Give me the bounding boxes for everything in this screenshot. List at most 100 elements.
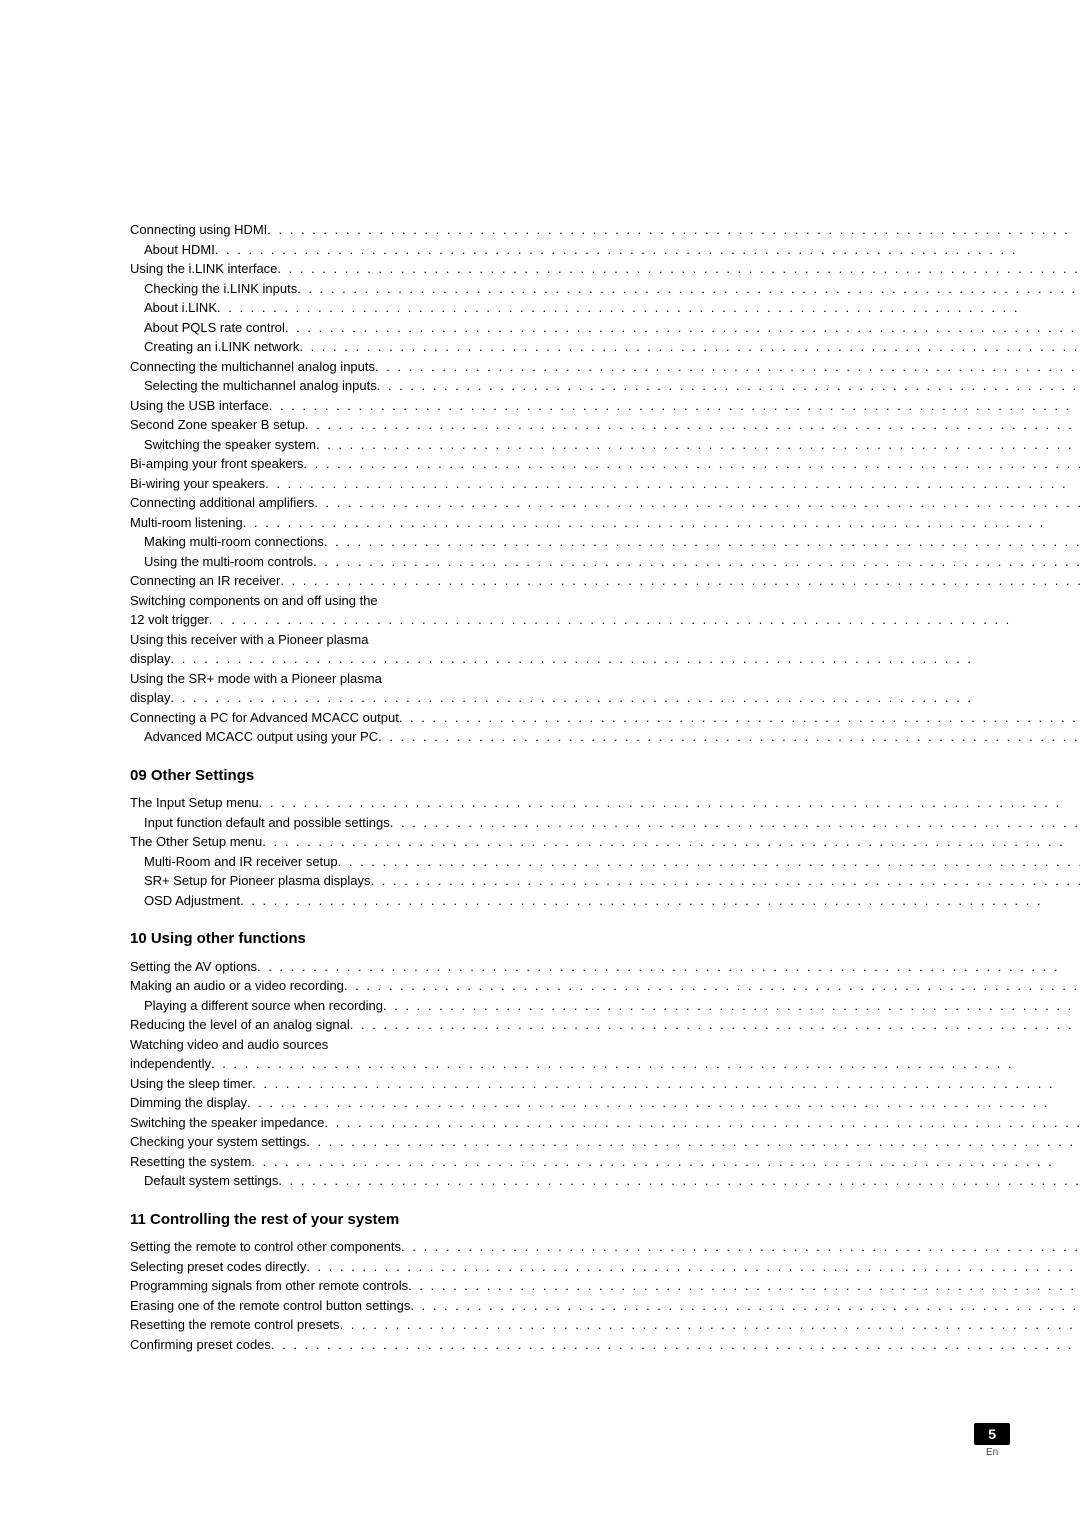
toc-dots: [262, 832, 1080, 852]
toc-dots: [378, 727, 1080, 747]
toc-label: Making multi-room connections: [144, 532, 324, 552]
toc-label: Setting the remote to control other comp…: [130, 1237, 401, 1257]
section-heading: 11 Controlling the rest of your system: [130, 1209, 1080, 1232]
toc-label: Second Zone speaker B setup: [130, 415, 305, 435]
toc-label: About PQLS rate control: [144, 318, 285, 338]
toc-label: Switching the speaker system: [144, 435, 316, 455]
toc-dots: [375, 357, 1080, 377]
toc-label: Creating an i.LINK network: [144, 337, 299, 357]
toc-line: Checking your system settings 66: [130, 1132, 1080, 1152]
toc-dots: [350, 1015, 1080, 1035]
toc-dots: [390, 813, 1080, 833]
toc-label: Bi-amping your front speakers: [130, 454, 303, 474]
toc-line: The Other Setup menu 62: [130, 832, 1080, 852]
toc-line: Reducing the level of an analog signal 6…: [130, 1015, 1080, 1035]
toc-dots: [314, 493, 1080, 513]
toc-label: About HDMI: [144, 240, 215, 260]
toc-line: Checking the i.LINK inputs 50: [130, 279, 1080, 299]
toc-dots: [297, 279, 1080, 299]
toc-line: independently 66: [130, 1054, 1080, 1074]
toc-line: Bi-amping your front speakers 53: [130, 454, 1080, 474]
page-content: Connecting using HDMI 48About HDMI 48Usi…: [0, 0, 1080, 1414]
toc-label: display: [130, 688, 170, 708]
toc-label: Connecting using HDMI: [130, 220, 267, 240]
toc-dots: [324, 532, 1080, 552]
toc-line: Bi-wiring your speakers 54: [130, 474, 1080, 494]
toc-line: Switching the speaker impedance 66: [130, 1113, 1080, 1133]
toc-label: The Other Setup menu: [130, 832, 262, 852]
toc-label: Default system settings: [144, 1171, 278, 1191]
toc-dots: [344, 976, 1080, 996]
toc-dots: [399, 708, 1080, 728]
toc-line: Dimming the display 66: [130, 1093, 1080, 1113]
toc-label: independently: [130, 1054, 211, 1074]
toc-label: display: [130, 649, 170, 669]
toc-dots: [303, 454, 1080, 474]
toc-label: Selecting preset codes directly: [130, 1257, 306, 1277]
section-heading: 10 Using other functions: [130, 928, 1080, 951]
toc-line: Playing a different source when recordin…: [130, 996, 1080, 1016]
toc-line: Using the sleep timer 66: [130, 1074, 1080, 1094]
toc-label: Setting the AV options: [130, 957, 257, 977]
toc-line: Using this receiver with a Pioneer plasm…: [130, 630, 1080, 650]
toc-line: Connecting additional amplifiers 54: [130, 493, 1080, 513]
toc-line: Making multi-room connections 55: [130, 532, 1080, 552]
toc-dots: [338, 852, 1080, 872]
toc-dots: [215, 240, 1080, 260]
toc-label: Dimming the display: [130, 1093, 247, 1113]
toc-line: OSD Adjustment 63: [130, 891, 1080, 911]
toc-dots: [252, 1074, 1080, 1094]
toc-dots: [267, 220, 1080, 240]
toc-line: Resetting the remote control presets 69: [130, 1315, 1080, 1335]
toc-dots: [209, 610, 1080, 630]
toc-line: Programming signals from other remote co…: [130, 1276, 1080, 1296]
toc-label: Switching the speaker impedance: [130, 1113, 324, 1133]
toc-dots: [243, 513, 1080, 533]
toc-label: Multi-room listening: [130, 513, 243, 533]
toc-label: SR+ Setup for Pioneer plasma displays: [144, 871, 371, 891]
toc-dots: [240, 891, 1080, 911]
toc-line: Selecting the multichannel analog inputs…: [130, 376, 1080, 396]
section-heading: 09 Other Settings: [130, 765, 1080, 788]
toc-label: 12 volt trigger: [130, 610, 209, 630]
toc-label: Multi-Room and IR receiver setup: [144, 852, 338, 872]
toc-line: Multi-room listening 55: [130, 513, 1080, 533]
toc-dots: [170, 649, 1080, 669]
toc-line: Setting the remote to control other comp…: [130, 1237, 1080, 1257]
toc-dots: [324, 1113, 1080, 1133]
toc-dots: [278, 1171, 1080, 1191]
toc-line: Erasing one of the remote control button…: [130, 1296, 1080, 1316]
toc-label: Using the SR+ mode with a Pioneer plasma: [130, 669, 382, 689]
toc-dots: [377, 376, 1080, 396]
toc-line: Resetting the system 67: [130, 1152, 1080, 1172]
toc-line: About i.LINK 50: [130, 298, 1080, 318]
toc-label: Playing a different source when recordin…: [144, 996, 383, 1016]
toc-label: Switching components on and off using th…: [130, 591, 378, 611]
toc-line: Second Zone speaker B setup 52: [130, 415, 1080, 435]
toc-label: Using this receiver with a Pioneer plasm…: [130, 630, 368, 650]
toc-line: Watching video and audio sources: [130, 1035, 1080, 1055]
toc-label: Bi-wiring your speakers: [130, 474, 265, 494]
toc-label: Erasing one of the remote control button…: [130, 1296, 410, 1316]
toc-dots: [259, 793, 1080, 813]
toc-line: Advanced MCACC output using your PC 60: [130, 727, 1080, 747]
toc-line: Using the USB interface 52: [130, 396, 1080, 416]
toc-label: About i.LINK: [144, 298, 217, 318]
toc-label: Watching video and audio sources: [130, 1035, 328, 1055]
toc-label: Connecting additional amplifiers: [130, 493, 314, 513]
toc-label: Input function default and possible sett…: [144, 813, 390, 833]
page-language: En: [974, 1447, 1010, 1458]
toc-line: Default system settings 67: [130, 1171, 1080, 1191]
left-column: Connecting using HDMI 48About HDMI 48Usi…: [130, 220, 1080, 1354]
toc-line: Switching the speaker system 53: [130, 435, 1080, 455]
toc-line: Connecting a PC for Advanced MCACC outpu…: [130, 708, 1080, 728]
toc-dots: [299, 337, 1080, 357]
toc-dots: [408, 1276, 1080, 1296]
toc-line: Connecting the multichannel analog input…: [130, 357, 1080, 377]
toc-dots: [383, 996, 1080, 1016]
toc-label: Programming signals from other remote co…: [130, 1276, 408, 1296]
toc-dots: [316, 435, 1080, 455]
toc-line: Making an audio or a video recording 65: [130, 976, 1080, 996]
toc-dots: [257, 957, 1080, 977]
toc-label: Resetting the system: [130, 1152, 251, 1172]
